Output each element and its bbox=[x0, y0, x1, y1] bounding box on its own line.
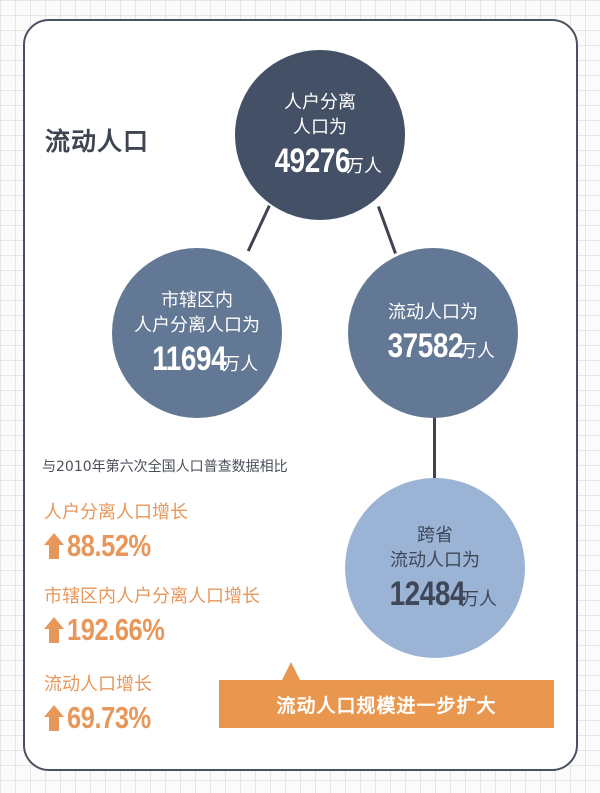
stat-value: 192.66% bbox=[44, 612, 186, 648]
bubble-number: 37582 bbox=[387, 327, 464, 365]
bubble-label: 跨省 bbox=[417, 524, 453, 546]
bubble-label: 人户分离人口为 bbox=[134, 314, 260, 336]
stat-percent: 88.52% bbox=[67, 528, 151, 563]
stat-value: 69.73% bbox=[44, 700, 169, 736]
bubble-value: 12484 万人 bbox=[373, 575, 497, 614]
bubble-unit: 万人 bbox=[346, 155, 383, 177]
bubble-value: 49276 万人 bbox=[258, 142, 382, 181]
arrow-up-icon bbox=[44, 533, 64, 559]
stat-label: 流动人口增长 bbox=[44, 674, 152, 695]
bubble-unit: 万人 bbox=[222, 353, 259, 375]
bubble-number: 49276 bbox=[274, 141, 351, 180]
bubble-household-separated: 人户分离 人口为 49276 万人 bbox=[235, 50, 405, 220]
stat-value: 88.52% bbox=[44, 528, 169, 564]
bubble-unit: 万人 bbox=[461, 588, 498, 610]
bubble-label: 流动人口为 bbox=[390, 549, 480, 571]
bubble-intra-city-separated: 市辖区内 人户分离人口为 11694 万人 bbox=[112, 248, 282, 418]
bubble-value: 37582 万人 bbox=[371, 327, 495, 366]
bubble-label: 流动人口为 bbox=[388, 302, 478, 323]
arrow-up-icon bbox=[44, 617, 64, 643]
stat-label: 人户分离人口增长 bbox=[44, 502, 188, 523]
bubble-number: 11694 bbox=[152, 339, 227, 378]
bubble-floating-population: 流动人口为 37582 万人 bbox=[348, 248, 518, 418]
bubble-value: 11694 万人 bbox=[136, 340, 258, 379]
bubble-label: 人口为 bbox=[293, 116, 347, 138]
stat-percent: 192.66% bbox=[67, 612, 165, 647]
page-title: 流动人口 bbox=[45, 127, 150, 156]
bubble-inter-province-floating: 跨省 流动人口为 12484 万人 bbox=[345, 478, 525, 658]
comparison-heading: 与2010年第六次全国人口普查数据相比 bbox=[42, 459, 288, 475]
bubble-label: 市辖区内 bbox=[161, 289, 233, 311]
bubble-label: 人户分离 bbox=[284, 91, 356, 113]
bubble-unit: 万人 bbox=[459, 341, 496, 362]
bubble-number: 12484 bbox=[389, 574, 466, 613]
arrow-up-icon bbox=[44, 705, 64, 731]
banner-pointer-icon bbox=[282, 662, 300, 680]
connector-right-bottom bbox=[433, 416, 436, 480]
stat-percent: 69.73% bbox=[67, 700, 151, 735]
conclusion-banner: 流动人口规模进一步扩大 bbox=[219, 680, 554, 728]
stat-label: 市辖区内人户分离人口增长 bbox=[44, 586, 260, 607]
